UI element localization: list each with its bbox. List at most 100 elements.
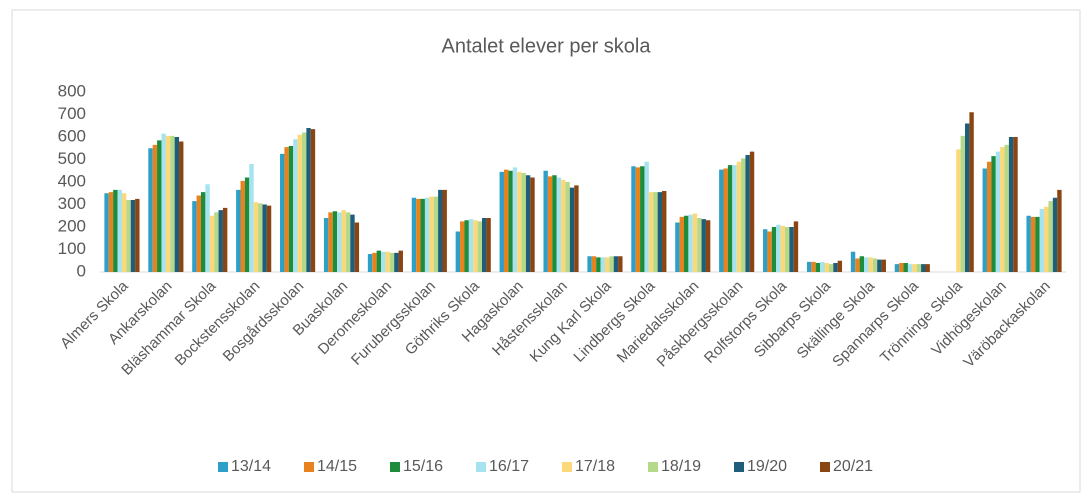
bar	[565, 182, 570, 272]
bar	[596, 257, 601, 272]
bar	[701, 219, 706, 272]
bar	[574, 185, 579, 272]
bar	[591, 256, 597, 272]
bar	[236, 189, 241, 272]
bar	[157, 140, 162, 272]
bar	[104, 193, 109, 272]
bar	[179, 141, 184, 272]
legend-swatch	[304, 462, 314, 472]
bar	[512, 167, 518, 272]
bar	[982, 168, 987, 272]
bar	[477, 221, 483, 272]
bar	[205, 184, 210, 272]
bar	[644, 161, 649, 272]
bar	[117, 189, 122, 272]
bar	[517, 171, 522, 272]
bar	[486, 218, 491, 272]
bar	[736, 161, 742, 272]
bar	[473, 220, 478, 272]
bar	[258, 203, 263, 272]
bar	[525, 175, 531, 272]
bar	[394, 252, 399, 272]
bar	[903, 263, 908, 272]
bar	[789, 227, 794, 272]
bar	[332, 211, 338, 272]
bar	[912, 264, 917, 272]
legend-label: 15/16	[403, 458, 443, 475]
bar	[969, 112, 974, 272]
bar	[174, 137, 180, 272]
bar	[640, 166, 645, 272]
bar	[165, 135, 171, 272]
bar	[925, 264, 930, 272]
bar	[776, 224, 781, 272]
bar	[1000, 147, 1005, 272]
bar	[196, 195, 201, 272]
bar	[222, 207, 228, 272]
bar	[995, 151, 1001, 272]
bar	[657, 192, 663, 272]
bar	[438, 189, 443, 272]
bar	[894, 264, 900, 272]
bar	[793, 221, 799, 272]
bar	[433, 196, 439, 272]
bar	[249, 164, 254, 272]
bar	[398, 250, 403, 272]
bar	[833, 263, 838, 272]
y-tick-label: 100	[58, 239, 86, 258]
bar	[956, 149, 961, 272]
bar	[899, 263, 904, 272]
bar	[170, 135, 175, 272]
bar	[648, 192, 654, 272]
bar	[921, 264, 926, 272]
bar	[354, 222, 360, 272]
y-tick-label: 0	[77, 261, 86, 280]
bar	[192, 201, 197, 272]
bar	[916, 264, 922, 272]
bar	[600, 257, 605, 272]
bar	[881, 259, 886, 272]
bar	[455, 231, 461, 272]
bar	[209, 215, 215, 272]
bar	[262, 204, 267, 272]
bar	[1026, 215, 1031, 272]
bar	[780, 225, 785, 272]
bar	[521, 173, 526, 272]
bar	[253, 202, 259, 272]
bar	[1048, 201, 1053, 272]
bar	[297, 134, 302, 272]
bar	[719, 169, 724, 272]
bar	[306, 128, 311, 272]
bar	[556, 177, 562, 272]
bar	[662, 191, 667, 272]
bar	[113, 189, 118, 272]
bar	[820, 261, 825, 272]
bar	[508, 170, 513, 272]
bar	[683, 215, 689, 272]
bar	[543, 170, 548, 272]
bar	[850, 251, 856, 272]
bar	[214, 212, 219, 272]
bar	[460, 221, 465, 272]
bar	[855, 258, 860, 272]
bar	[837, 260, 843, 272]
bar	[587, 256, 592, 272]
chart-title: Antalet elever per skola	[441, 35, 651, 57]
bar	[442, 189, 447, 272]
bar	[1044, 206, 1049, 272]
bar	[828, 264, 834, 272]
bar	[552, 175, 557, 272]
bar	[767, 231, 772, 272]
bar	[416, 198, 421, 272]
bar	[604, 257, 610, 272]
bar	[727, 165, 733, 272]
bar	[1013, 137, 1018, 272]
bar	[121, 193, 127, 272]
bar	[464, 220, 469, 272]
bar	[732, 165, 737, 272]
bar	[135, 198, 140, 272]
y-tick-label: 300	[58, 194, 86, 213]
bar	[631, 166, 636, 272]
bar	[424, 197, 430, 272]
